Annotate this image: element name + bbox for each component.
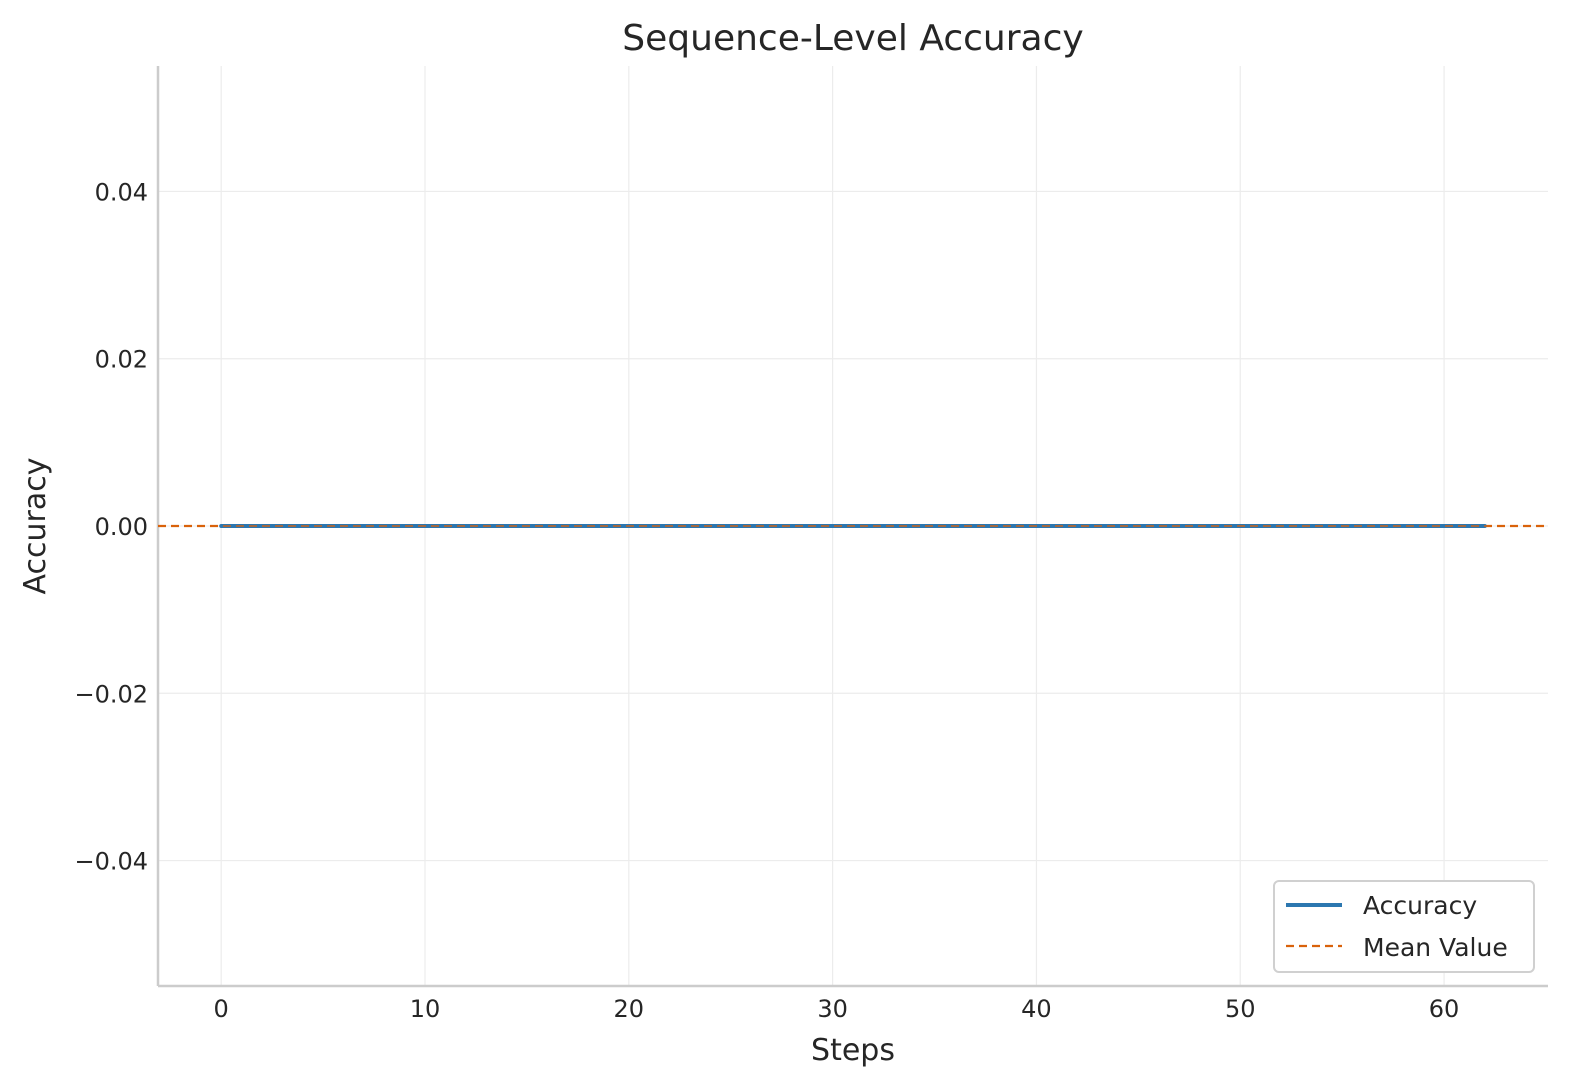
y-tick-label-3: −0.02 bbox=[74, 680, 148, 708]
y-tick-label-0: 0.04 bbox=[95, 178, 148, 206]
legend-accuracy-label: Accuracy bbox=[1363, 891, 1477, 920]
x-tick-labels: 0 10 20 30 40 50 60 bbox=[214, 995, 1460, 1023]
x-tick-label-4: 40 bbox=[1021, 995, 1052, 1023]
chart-title: Sequence-Level Accuracy bbox=[622, 18, 1083, 59]
x-axis-label: Steps bbox=[811, 1033, 895, 1068]
y-tick-label-4: −0.04 bbox=[74, 848, 148, 876]
y-tick-labels: 0.04 0.02 0.00 −0.02 −0.04 bbox=[74, 178, 148, 875]
legend-mean-value-label: Mean Value bbox=[1363, 933, 1508, 962]
y-axis-label: Accuracy bbox=[18, 458, 53, 595]
x-tick-label-1: 10 bbox=[410, 995, 441, 1023]
y-tick-label-2: 0.00 bbox=[95, 513, 148, 541]
legend: Accuracy Mean Value bbox=[1273, 880, 1535, 973]
x-tick-label-2: 20 bbox=[614, 995, 645, 1023]
x-tick-label-0: 0 bbox=[214, 995, 229, 1023]
x-tick-label-3: 30 bbox=[817, 995, 848, 1023]
x-tick-label-5: 50 bbox=[1225, 995, 1256, 1023]
x-tick-label-6: 60 bbox=[1429, 995, 1460, 1023]
y-tick-label-1: 0.02 bbox=[95, 346, 148, 374]
